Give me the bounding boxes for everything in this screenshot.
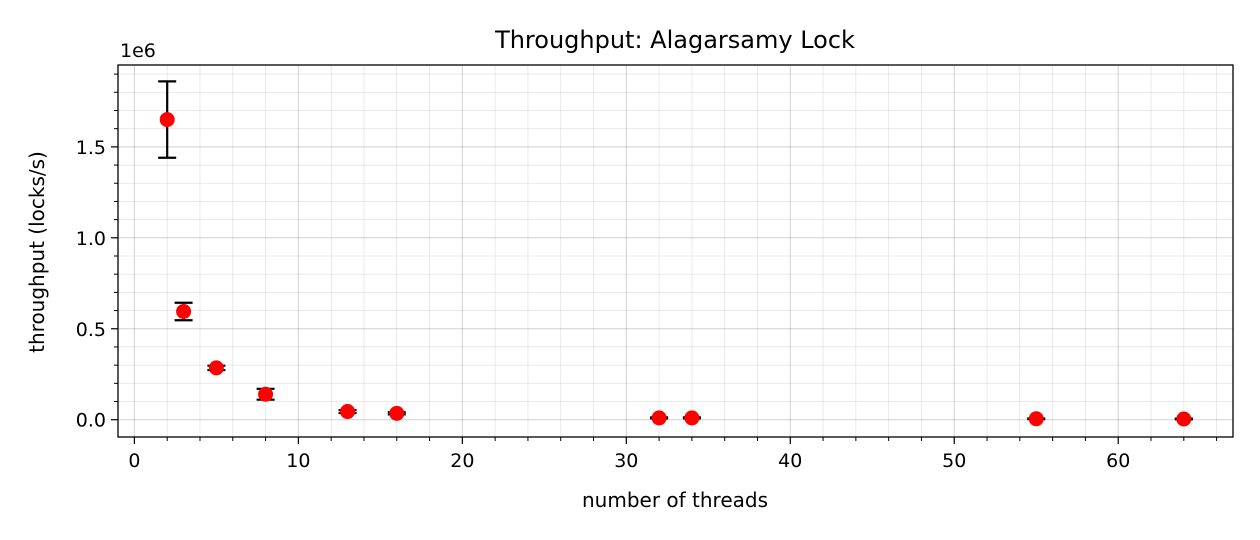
- y-tick-label: 0.5: [76, 319, 106, 341]
- data-point-group: [1027, 411, 1046, 427]
- data-point-group: [158, 80, 177, 159]
- plot-frame: [117, 64, 1234, 438]
- x-tick-label: 50: [942, 450, 966, 472]
- data-point: [651, 410, 667, 426]
- data-point-group: [1174, 411, 1193, 427]
- y-tick-label: 0.0: [76, 410, 106, 432]
- y-tick-label: 1.0: [76, 228, 106, 250]
- data-point: [1176, 411, 1192, 427]
- y-offset-label: 1e6: [120, 40, 156, 62]
- axis-tick-labels: 0 10 20 30 40 50 60 0.0 0.5 1.0 1.5: [76, 137, 1131, 472]
- x-tick-label: 10: [286, 450, 310, 472]
- data-point: [258, 386, 274, 402]
- y-axis-label: throughput (locks/s): [25, 151, 49, 353]
- data-point: [684, 410, 700, 426]
- data-point-group: [682, 410, 701, 426]
- x-tick-label: 40: [778, 450, 802, 472]
- data-point: [176, 303, 192, 319]
- x-tick-label: 30: [614, 450, 638, 472]
- data-point-group: [338, 404, 357, 420]
- y-tick-label: 1.5: [76, 137, 106, 159]
- major-grid: [118, 65, 1233, 437]
- axis-ticks: [111, 73, 1218, 444]
- chart-title: Throughput: Alagarsamy Lock: [494, 26, 855, 54]
- data-point-group: [174, 301, 193, 322]
- data-point-group: [387, 405, 406, 421]
- minor-grid: [118, 65, 1233, 437]
- data-point: [340, 404, 356, 420]
- data-point: [208, 360, 224, 376]
- data-point-group: [207, 360, 226, 376]
- data-marks: [158, 80, 1193, 427]
- data-point: [1028, 411, 1044, 427]
- x-tick-label: 20: [450, 450, 474, 472]
- x-tick-label: 0: [128, 450, 140, 472]
- data-point-group: [256, 386, 275, 402]
- data-point: [389, 405, 405, 421]
- data-point-group: [650, 410, 669, 426]
- x-axis-label: number of threads: [582, 488, 768, 512]
- data-point: [159, 112, 175, 128]
- x-tick-label: 60: [1106, 450, 1130, 472]
